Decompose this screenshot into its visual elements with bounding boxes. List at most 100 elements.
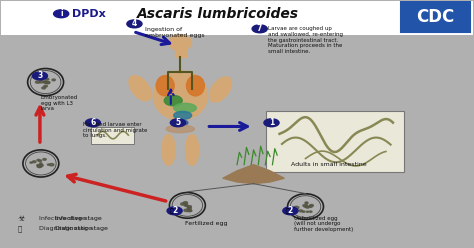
Text: 1: 1 xyxy=(269,118,274,127)
FancyBboxPatch shape xyxy=(91,127,135,145)
Text: Hatched larvae enter
circulation and migrate
to lungs.: Hatched larvae enter circulation and mig… xyxy=(83,122,148,138)
Circle shape xyxy=(38,160,42,161)
Ellipse shape xyxy=(173,120,188,126)
Circle shape xyxy=(299,210,302,212)
Ellipse shape xyxy=(129,76,151,101)
Circle shape xyxy=(306,206,309,208)
Circle shape xyxy=(190,210,192,211)
Ellipse shape xyxy=(162,134,175,165)
Circle shape xyxy=(46,82,49,84)
Circle shape xyxy=(189,209,191,210)
Text: DPDx: DPDx xyxy=(72,9,105,19)
FancyBboxPatch shape xyxy=(401,2,470,32)
Circle shape xyxy=(305,202,308,203)
Text: 3: 3 xyxy=(37,71,43,80)
Circle shape xyxy=(85,119,100,127)
Circle shape xyxy=(52,79,55,81)
FancyBboxPatch shape xyxy=(266,111,404,172)
Circle shape xyxy=(294,206,299,209)
Text: 4: 4 xyxy=(132,19,137,28)
Circle shape xyxy=(42,87,46,89)
Text: 🐛: 🐛 xyxy=(286,208,290,214)
Text: CDC: CDC xyxy=(416,8,455,26)
Circle shape xyxy=(252,25,267,33)
Text: Diagnostic stage: Diagnostic stage xyxy=(55,226,108,231)
Text: Diagnostic stage: Diagnostic stage xyxy=(38,226,91,231)
Circle shape xyxy=(310,211,312,212)
Circle shape xyxy=(37,159,40,161)
Text: 🐛: 🐛 xyxy=(170,208,173,214)
Bar xyxy=(174,48,186,58)
Circle shape xyxy=(49,163,54,166)
Circle shape xyxy=(47,164,50,165)
Circle shape xyxy=(310,204,313,207)
Circle shape xyxy=(187,210,191,212)
Text: ☣: ☣ xyxy=(17,215,25,223)
Circle shape xyxy=(264,119,279,127)
Ellipse shape xyxy=(173,111,191,119)
Circle shape xyxy=(39,164,43,166)
Text: Embryonated
egg with L3
larva: Embryonated egg with L3 larva xyxy=(41,95,78,111)
Text: Infective stage: Infective stage xyxy=(38,217,85,221)
Circle shape xyxy=(30,162,32,163)
Circle shape xyxy=(187,207,191,209)
Circle shape xyxy=(54,10,69,18)
FancyBboxPatch shape xyxy=(0,1,474,35)
Circle shape xyxy=(37,164,40,166)
Circle shape xyxy=(32,161,36,163)
Circle shape xyxy=(304,206,307,207)
Text: Ascaris lumbricoides: Ascaris lumbricoides xyxy=(137,7,299,21)
Circle shape xyxy=(46,82,50,84)
Circle shape xyxy=(127,20,142,28)
Circle shape xyxy=(181,203,185,205)
Circle shape xyxy=(37,165,42,167)
Circle shape xyxy=(32,72,47,80)
Ellipse shape xyxy=(185,134,199,165)
Ellipse shape xyxy=(166,125,194,133)
Circle shape xyxy=(43,158,46,160)
Circle shape xyxy=(39,81,44,83)
Circle shape xyxy=(46,78,49,80)
Circle shape xyxy=(183,202,188,204)
Text: 6: 6 xyxy=(90,118,95,127)
Ellipse shape xyxy=(156,76,174,96)
Text: 2: 2 xyxy=(172,206,177,215)
Text: i: i xyxy=(60,9,63,18)
Ellipse shape xyxy=(173,103,196,113)
Ellipse shape xyxy=(153,71,208,120)
Circle shape xyxy=(36,81,40,83)
Circle shape xyxy=(167,207,182,215)
Text: Larvae are coughed up
and swallowed, re-entering
the gastrointestinal tract.
Mat: Larvae are coughed up and swallowed, re-… xyxy=(268,26,343,54)
Circle shape xyxy=(303,204,308,207)
Circle shape xyxy=(184,209,188,212)
Text: 7: 7 xyxy=(257,24,263,33)
Text: 5: 5 xyxy=(175,118,181,127)
Circle shape xyxy=(43,81,46,83)
Text: Ingestion of
embryonated eggs: Ingestion of embryonated eggs xyxy=(145,27,204,38)
Circle shape xyxy=(185,205,189,207)
Polygon shape xyxy=(223,165,284,184)
Text: 🐛: 🐛 xyxy=(17,225,21,232)
Circle shape xyxy=(37,165,41,168)
Circle shape xyxy=(44,81,48,83)
Text: 2: 2 xyxy=(288,206,293,215)
Ellipse shape xyxy=(169,35,191,51)
Ellipse shape xyxy=(186,76,204,96)
Text: Fertilized egg: Fertilized egg xyxy=(185,221,228,226)
Circle shape xyxy=(283,207,298,215)
Text: Unfertilized egg
(will not undergo
further development): Unfertilized egg (will not undergo furth… xyxy=(294,216,353,232)
Circle shape xyxy=(302,211,305,212)
Circle shape xyxy=(305,202,308,204)
Circle shape xyxy=(44,85,47,87)
Circle shape xyxy=(44,81,46,83)
Circle shape xyxy=(40,163,42,164)
Text: Adults in small intestine: Adults in small intestine xyxy=(292,162,367,167)
Circle shape xyxy=(188,206,191,208)
Circle shape xyxy=(184,205,187,206)
Circle shape xyxy=(187,208,191,209)
Circle shape xyxy=(170,119,185,127)
Circle shape xyxy=(306,211,309,212)
Circle shape xyxy=(309,206,312,207)
Ellipse shape xyxy=(210,77,232,102)
Ellipse shape xyxy=(164,95,182,106)
